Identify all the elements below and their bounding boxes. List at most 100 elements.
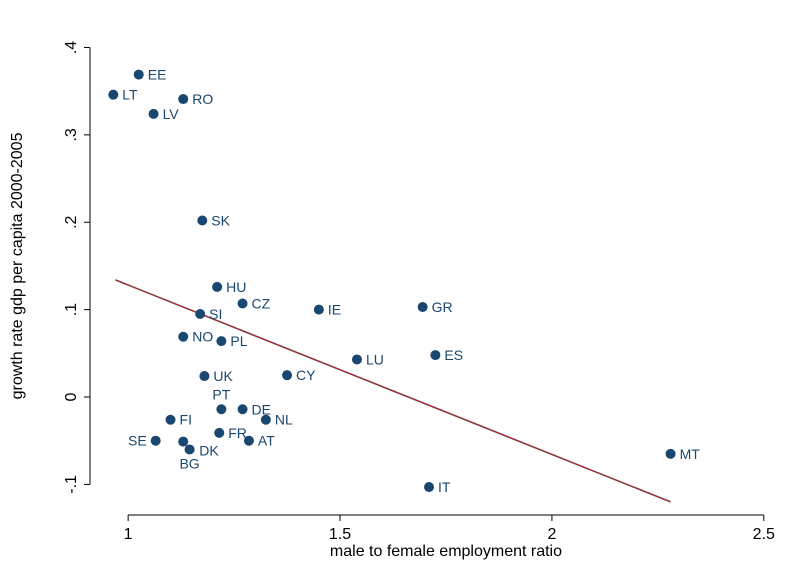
point-fr: FR xyxy=(214,425,247,441)
point-label: IT xyxy=(438,479,451,495)
point-cy: CY xyxy=(282,367,316,383)
point-hu: HU xyxy=(212,279,246,295)
point-ro: RO xyxy=(178,91,213,107)
point-label: LU xyxy=(366,351,384,367)
scatter-marker xyxy=(237,404,248,415)
scatter-marker xyxy=(178,94,189,105)
point-label: RO xyxy=(192,91,213,107)
scatter-marker xyxy=(282,370,293,381)
x-tick-label: 1 xyxy=(124,526,133,543)
point-label: HU xyxy=(226,279,246,295)
scatter-marker xyxy=(178,436,189,447)
scatter-marker xyxy=(150,435,161,446)
scatter-marker xyxy=(197,215,208,226)
point-label: LT xyxy=(122,87,138,103)
scatter-marker xyxy=(260,414,271,425)
scatter-marker xyxy=(212,281,223,292)
point-label: NL xyxy=(275,412,293,428)
scatter-marker xyxy=(195,309,206,320)
point-lv: LV xyxy=(148,106,180,122)
point-label: CZ xyxy=(252,296,271,312)
point-de: DE xyxy=(237,401,271,417)
point-label: DK xyxy=(199,443,219,459)
point-label: FR xyxy=(228,425,247,441)
x-axis-title: male to female employment ratio xyxy=(330,543,562,560)
point-lt: LT xyxy=(108,87,138,103)
point-no: NO xyxy=(178,329,213,345)
point-nl: NL xyxy=(260,412,293,428)
point-mt: MT xyxy=(665,446,701,462)
scatter-marker xyxy=(108,89,119,100)
point-label: IE xyxy=(328,302,341,318)
x-tick-label: 2.5 xyxy=(753,526,775,543)
y-axis-ticks: -.1 0 .1 .2 .3 .4 xyxy=(63,41,90,494)
point-label: CY xyxy=(296,367,316,383)
point-label: SE xyxy=(128,433,147,449)
scatter-marker xyxy=(184,444,195,455)
point-label: LV xyxy=(163,106,180,122)
point-label: PL xyxy=(230,333,247,349)
point-label: NO xyxy=(192,329,213,345)
point-dk: DK xyxy=(178,436,219,459)
point-cz: CZ xyxy=(237,296,271,312)
point-label: BG xyxy=(179,455,199,471)
point-gr: GR xyxy=(417,299,453,315)
point-si: SI xyxy=(195,306,222,322)
x-axis-ticks: 1 1.5 2 2.5 xyxy=(124,515,775,543)
x-tick-label: 2 xyxy=(547,526,556,543)
point-label: DE xyxy=(252,401,271,417)
y-tick-label: .1 xyxy=(63,303,80,316)
scatter-marker xyxy=(417,302,428,313)
axes: -.1 0 .1 .2 .3 .4 1 1.5 2 2.5 xyxy=(63,41,775,543)
point-label: UK xyxy=(213,368,233,384)
data-points: EE LT RO LV SK HU CZ IE GR SI NO PL ES LU UK CY PT DE FI NL… xyxy=(108,67,700,495)
y-axis-title: growth rate gdp per capita 2000-2005 xyxy=(9,132,26,399)
point-label: PT xyxy=(212,386,230,402)
point-se: SE xyxy=(128,433,161,449)
scatter-marker xyxy=(216,336,227,347)
scatter-marker xyxy=(243,435,254,446)
point-lu: LU xyxy=(351,351,384,367)
point-pl: PL xyxy=(216,333,248,349)
point-uk: UK xyxy=(199,368,234,384)
point-label: MT xyxy=(680,446,701,462)
y-tick-label: .4 xyxy=(63,41,80,54)
y-tick-label: -.1 xyxy=(63,475,80,494)
point-label: FI xyxy=(180,412,192,428)
scatter-marker xyxy=(214,427,225,438)
point-label: SK xyxy=(211,213,230,229)
point-bg: BG xyxy=(179,444,200,471)
scatter-marker xyxy=(665,448,676,459)
point-es: ES xyxy=(430,347,463,363)
point-ie: IE xyxy=(313,302,341,318)
scatter-marker xyxy=(178,331,189,342)
scatter-marker xyxy=(148,108,159,119)
scatter-marker xyxy=(237,298,248,309)
scatter-marker xyxy=(165,414,176,425)
fit-line-layer xyxy=(115,279,671,503)
y-tick-label: .3 xyxy=(63,128,80,141)
y-tick-label: 0 xyxy=(63,392,80,401)
point-pt: PT xyxy=(212,386,231,415)
scatter-marker xyxy=(351,354,362,365)
point-at: AT xyxy=(243,433,275,449)
point-sk: SK xyxy=(197,213,231,229)
point-label: AT xyxy=(258,433,275,449)
point-it: IT xyxy=(424,479,451,495)
x-tick-label: 1.5 xyxy=(329,526,351,543)
scatter-marker xyxy=(430,350,441,361)
point-label: GR xyxy=(432,299,453,315)
scatter-marker xyxy=(216,404,227,415)
fit-line xyxy=(115,279,671,503)
point-fi: FI xyxy=(165,412,192,428)
scatter-marker xyxy=(313,304,324,315)
scatter-marker xyxy=(424,482,435,493)
point-label: SI xyxy=(209,306,222,322)
y-tick-label: .2 xyxy=(63,215,80,228)
scatter-marker xyxy=(133,69,144,80)
point-ee: EE xyxy=(133,67,166,83)
scatter-marker xyxy=(199,371,210,382)
point-label: ES xyxy=(444,347,463,363)
